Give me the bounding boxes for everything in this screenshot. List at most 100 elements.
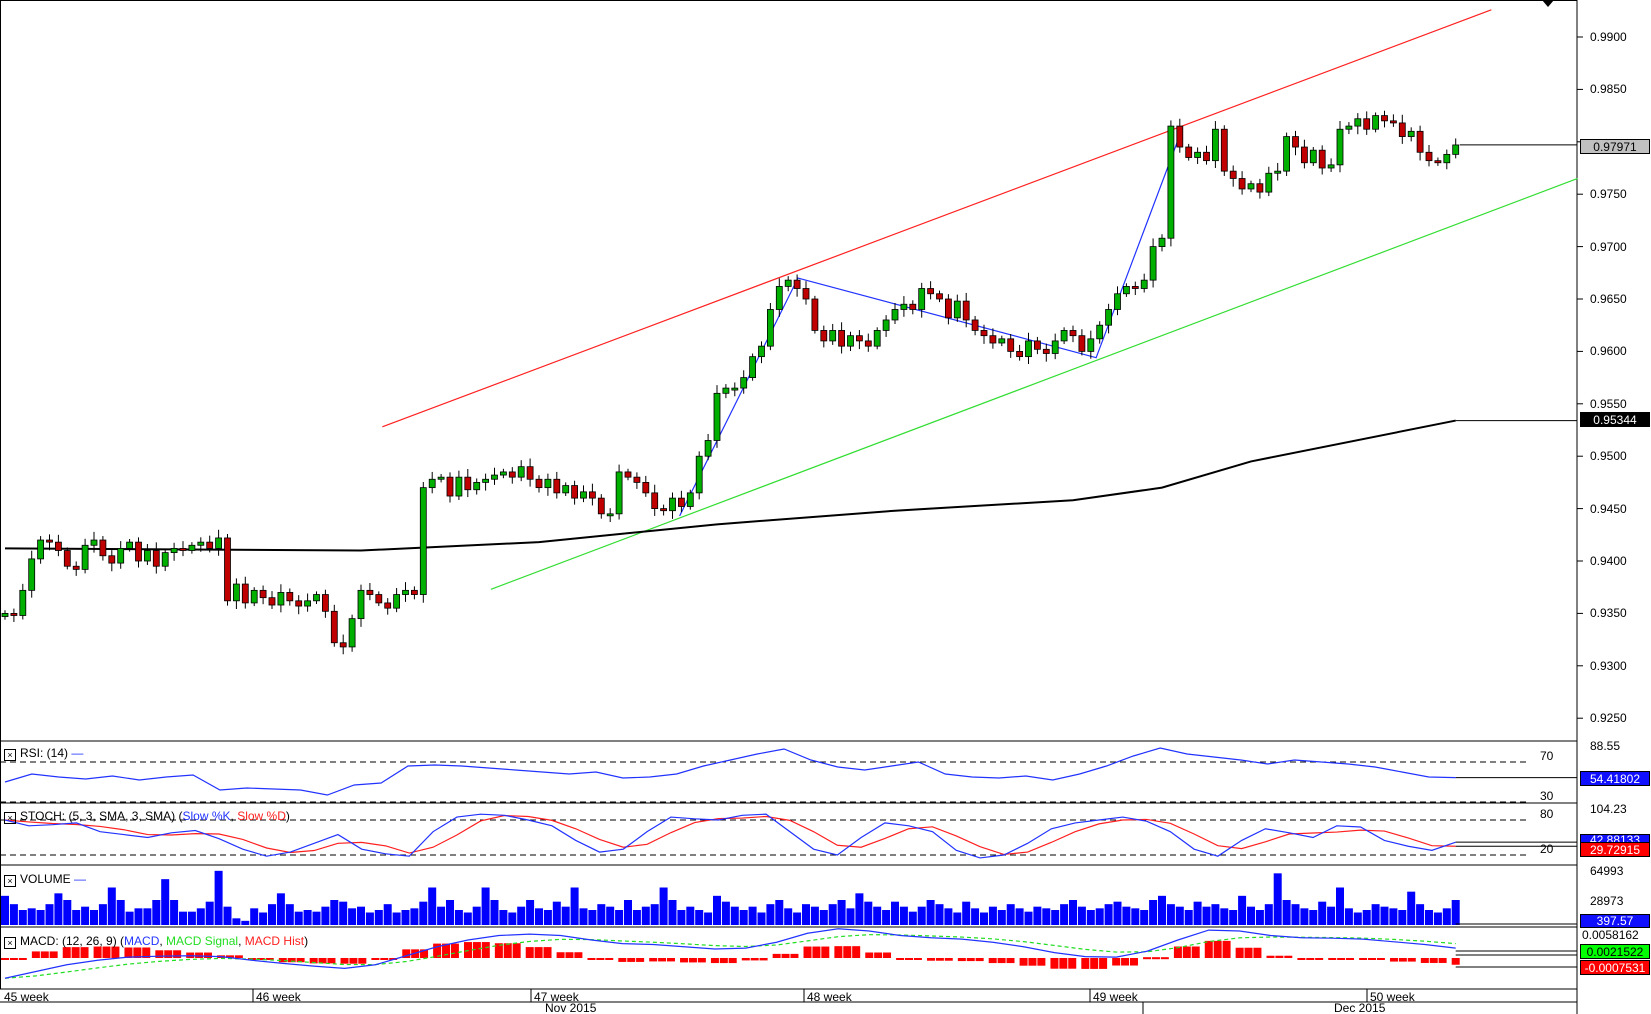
candle: [1327, 164, 1335, 169]
macd-hist-bar: [1222, 940, 1231, 958]
candle: [1007, 338, 1015, 352]
candle: [428, 478, 436, 489]
volume-bar: [570, 887, 579, 925]
rsi-level-30: 30: [1540, 789, 1554, 803]
volume-bar: [214, 870, 223, 925]
macd-hist-bar: [759, 958, 768, 961]
volume-bar: [757, 912, 766, 925]
volume-bar: [1389, 908, 1398, 925]
volume-bar: [828, 904, 837, 925]
candle: [1069, 330, 1077, 337]
volume-bar: [454, 910, 463, 925]
macd-hist-bar: [1328, 958, 1337, 960]
candle: [446, 476, 454, 497]
candle: [1078, 335, 1086, 352]
candle: [232, 583, 240, 602]
volume-bar: [1282, 900, 1291, 925]
macd-hist-bar: [256, 958, 265, 960]
candle: [989, 335, 997, 344]
price-tick-label: 0.9700: [1590, 239, 1627, 254]
volume-bar: [321, 906, 330, 925]
volume-bar: [624, 900, 632, 925]
candle: [544, 478, 552, 489]
macd-signal-value-label: 0.0021522: [1580, 944, 1650, 959]
volume-bar: [392, 912, 401, 925]
candle: [704, 440, 712, 457]
candle: [1247, 183, 1255, 190]
macd-hist-bar: [636, 958, 645, 962]
macd-hist-bar: [309, 958, 318, 964]
close-panel-icon[interactable]: ×: [4, 812, 16, 824]
close-panel-icon[interactable]: ×: [4, 875, 16, 887]
candle: [1131, 286, 1139, 289]
candle: [1301, 146, 1308, 164]
candle: [651, 492, 659, 510]
macd-hist-bar: [1112, 958, 1121, 966]
rsi-level-70: 70: [1540, 749, 1554, 763]
volume-bar: [125, 911, 134, 925]
price-tick-label: 0.9450: [1590, 501, 1627, 516]
candle: [55, 541, 62, 551]
volume-bar: [143, 908, 152, 925]
candle: [713, 392, 721, 441]
volume-bar: [739, 910, 748, 925]
price-tick-label: 0.9650: [1590, 292, 1627, 306]
candle: [375, 594, 383, 604]
candle: [615, 471, 623, 515]
volume-bar: [357, 906, 365, 925]
candle: [686, 492, 694, 507]
candle: [695, 455, 703, 494]
macd-hist-bar: [494, 943, 503, 958]
macd-hist-bar: [574, 952, 583, 958]
volume-bar: [1140, 910, 1149, 925]
macd-hist-bar: [865, 952, 874, 958]
volume-bar: [988, 906, 997, 925]
candle: [802, 288, 810, 300]
macd-hist-bar: [327, 958, 336, 964]
close-panel-icon[interactable]: ×: [4, 749, 16, 761]
candle: [1203, 151, 1210, 162]
volume-bar: [1069, 900, 1077, 925]
candle: [829, 330, 837, 342]
close-panel-icon[interactable]: ×: [4, 937, 16, 949]
volume-bar: [695, 910, 704, 925]
candle: [936, 293, 943, 300]
candle: [927, 288, 934, 295]
candle: [793, 279, 801, 289]
volume-bar: [517, 906, 526, 925]
candle: [161, 552, 169, 567]
macd-hist-bar: [225, 955, 234, 958]
macd-hist-bar: [340, 958, 349, 964]
rsi-value-label: 54.41802: [1580, 771, 1650, 786]
macd-hist-bar: [957, 958, 966, 962]
volume-bar: [428, 887, 437, 925]
macd-hist-bar: [1090, 958, 1099, 969]
candle: [250, 589, 258, 604]
macd-hist-bar: [1407, 958, 1416, 962]
volume-bar: [721, 901, 730, 925]
candle: [1042, 348, 1050, 354]
volume-bar: [90, 910, 98, 925]
candle: [321, 594, 329, 612]
volume-bar: [1407, 891, 1416, 925]
candle: [953, 300, 961, 319]
volume-bar: [1131, 908, 1140, 925]
volume-bar: [882, 910, 891, 925]
candle: [1354, 118, 1362, 127]
candle: [900, 303, 908, 310]
volume-bar: [45, 904, 54, 925]
volume-bar: [1113, 901, 1122, 925]
macd-hist-bar: [997, 958, 1006, 964]
macd-hist-bar: [142, 947, 151, 958]
macd-hist-bar: [93, 946, 102, 958]
candle: [589, 491, 596, 499]
candle: [268, 597, 276, 606]
candle: [28, 558, 36, 591]
candle: [847, 335, 854, 347]
candle: [864, 340, 872, 347]
macd-panel-title: × MACD: (12, 26, 9) (MACD, MACD Signal, M…: [4, 934, 308, 949]
macd-hist-bar: [565, 952, 574, 958]
candle: [1363, 118, 1371, 130]
candle: [1034, 340, 1041, 350]
